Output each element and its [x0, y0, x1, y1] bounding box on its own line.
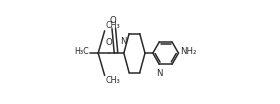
Text: CH₃: CH₃	[106, 21, 120, 30]
Text: O: O	[106, 38, 113, 47]
Text: H₃C: H₃C	[74, 48, 89, 56]
Text: CH₃: CH₃	[106, 76, 120, 85]
Text: O: O	[110, 16, 116, 25]
Text: N: N	[120, 37, 127, 46]
Text: N: N	[157, 69, 163, 78]
Text: NH₂: NH₂	[180, 48, 196, 56]
